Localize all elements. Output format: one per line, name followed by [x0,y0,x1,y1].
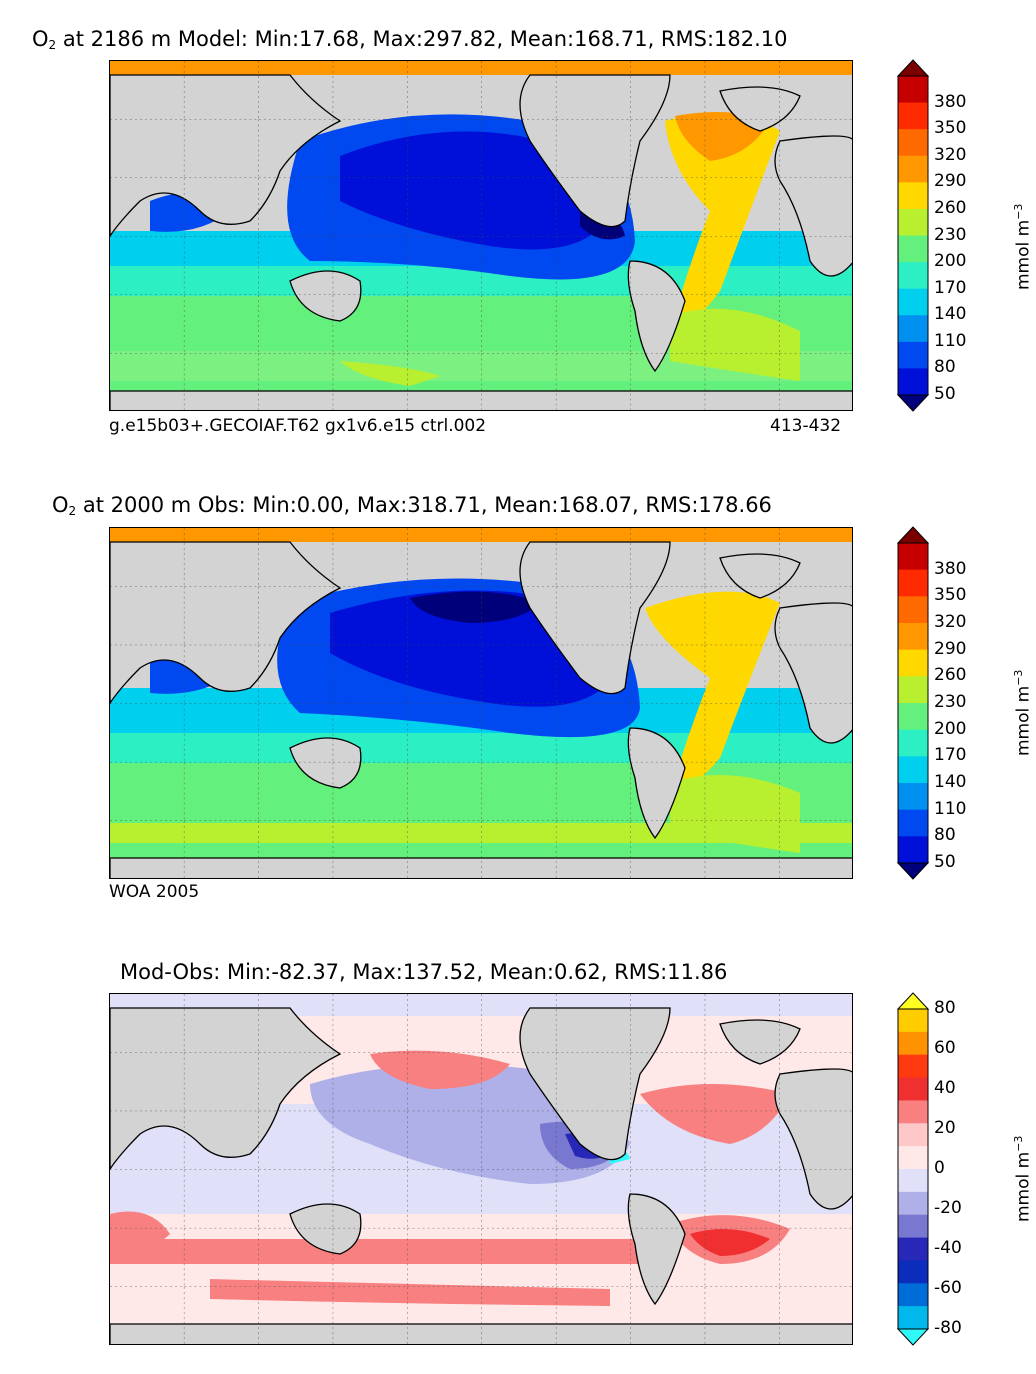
colorbar-tick-label: 60 [934,1038,956,1058]
colorbar-swatch [898,1100,928,1124]
colorbar-tick-label: 350 [934,118,967,139]
colorbar-swatch [898,262,928,290]
colorbar-tick-label: 170 [934,277,967,298]
colorbar-swatch [898,155,928,183]
colorbar-swatch [898,703,928,731]
colorbar-tick-label: 200 [934,251,967,272]
colorbar-tick-label: 320 [934,144,967,165]
colorbar-tick-label: 260 [934,197,967,218]
colorbar-swatch [898,1237,928,1261]
colorbar-swatch [898,1123,928,1147]
colorbar-tick-label: 140 [934,772,967,792]
colorbar-swatch [898,649,928,677]
obs-panel-title: O2 at 2000 m Obs: Min:0.00, Max:318.71, … [52,493,772,518]
colorbar-tick-label: 260 [934,665,967,686]
colorbar-swatch [898,756,928,784]
model-caption-right: 413-432 [770,416,842,436]
colorbar-tick-label: 50 [934,384,956,404]
colorbar-swatch [898,1009,928,1033]
colorbar-tick-label: 110 [934,798,967,819]
colorbar-tick-label: -60 [934,1278,962,1298]
colorbar-tick-label: -80 [934,1318,962,1338]
colorbar-swatch [898,783,928,811]
obs-oxygen-map [109,527,853,879]
colorbar-swatch [898,1191,928,1216]
colorbar-swatch [898,729,928,757]
colorbar-swatch [898,809,928,837]
colorbar-swatch [898,341,928,369]
model-colorbar-unit: mmol m−3 [1012,203,1034,290]
colorbar-swatch [898,836,928,864]
colorbar-swatch [898,1031,928,1056]
colorbar-tick-label: 80 [934,998,956,1018]
colorbar-tick-label: 380 [934,558,967,579]
colorbar-tick-label: 200 [934,718,967,739]
colorbar-tick-label: 80 [934,357,956,378]
colorbar-swatch [898,1214,928,1239]
colorbar-tick-label: 380 [934,91,967,112]
model-oxygen-map [109,60,853,411]
colorbar-tick-label: 290 [934,171,967,192]
colorbar-swatch [898,208,928,236]
colorbar-tick-label: 230 [934,692,967,712]
colorbar-swatch [898,315,928,343]
colorbar-swatch [898,1077,928,1101]
colorbar-extend-bottom [896,394,930,412]
colorbar-swatch [898,1260,928,1284]
colorbar-swatch [898,288,928,316]
colorbar-tick-label: -20 [934,1198,962,1218]
colorbar-tick-label: 110 [934,330,967,351]
colorbar-swatch [898,235,928,263]
colorbar-swatch [898,368,928,396]
colorbar-swatch [898,1283,928,1307]
colorbar-tick-label: 230 [934,224,967,245]
colorbar-swatch [898,623,928,651]
colorbar-tick-label: 320 [934,612,967,632]
model-colorbar [896,59,930,412]
colorbar-swatch [898,596,928,624]
colorbar-swatch [898,543,928,571]
obs-caption-left: WOA 2005 [109,882,200,902]
diff-panel-title: Mod-Obs: Min:-82.37, Max:137.52, Mean:0.… [120,960,728,984]
colorbar-tick-label: -40 [934,1238,962,1258]
diff-oxygen-map [109,993,853,1345]
diff-colorbar-unit: mmol m−3 [1012,1135,1034,1222]
colorbar-extend-top [896,992,930,1010]
colorbar-swatch [898,182,928,210]
colorbar-tick-label: 80 [934,825,956,846]
colorbar-tick-label: 50 [934,852,956,872]
model-caption-left: g.e15b03+.GECOIAF.T62 gx1v6.e15 ctrl.002 [109,416,487,436]
model-panel-title: O2 at 2186 m Model: Min:17.68, Max:297.8… [32,27,788,52]
colorbar-tick-label: 140 [934,304,967,325]
colorbar-swatch [898,1146,928,1170]
obs-colorbar [896,526,930,880]
colorbar-tick-label: 40 [934,1078,956,1098]
colorbar-swatch [898,569,928,597]
colorbar-extend-top [896,59,930,77]
colorbar-swatch [898,76,928,104]
colorbar-swatch [898,676,928,704]
obs-colorbar-unit: mmol m−3 [1012,669,1034,756]
colorbar-tick-label: 170 [934,745,967,766]
colorbar-swatch [898,1169,928,1193]
colorbar-swatch [898,129,928,157]
colorbar-swatch [898,1306,928,1330]
colorbar-tick-label: 20 [934,1118,956,1138]
colorbar-swatch [898,102,928,130]
diff-colorbar [896,992,930,1346]
colorbar-swatch [898,1054,928,1079]
colorbar-extend-bottom [896,1328,930,1346]
colorbar-extend-bottom [896,862,930,880]
colorbar-tick-label: 290 [934,638,967,659]
colorbar-tick-label: 0 [934,1158,945,1178]
colorbar-extend-top [896,526,930,544]
colorbar-tick-label: 350 [934,585,967,606]
